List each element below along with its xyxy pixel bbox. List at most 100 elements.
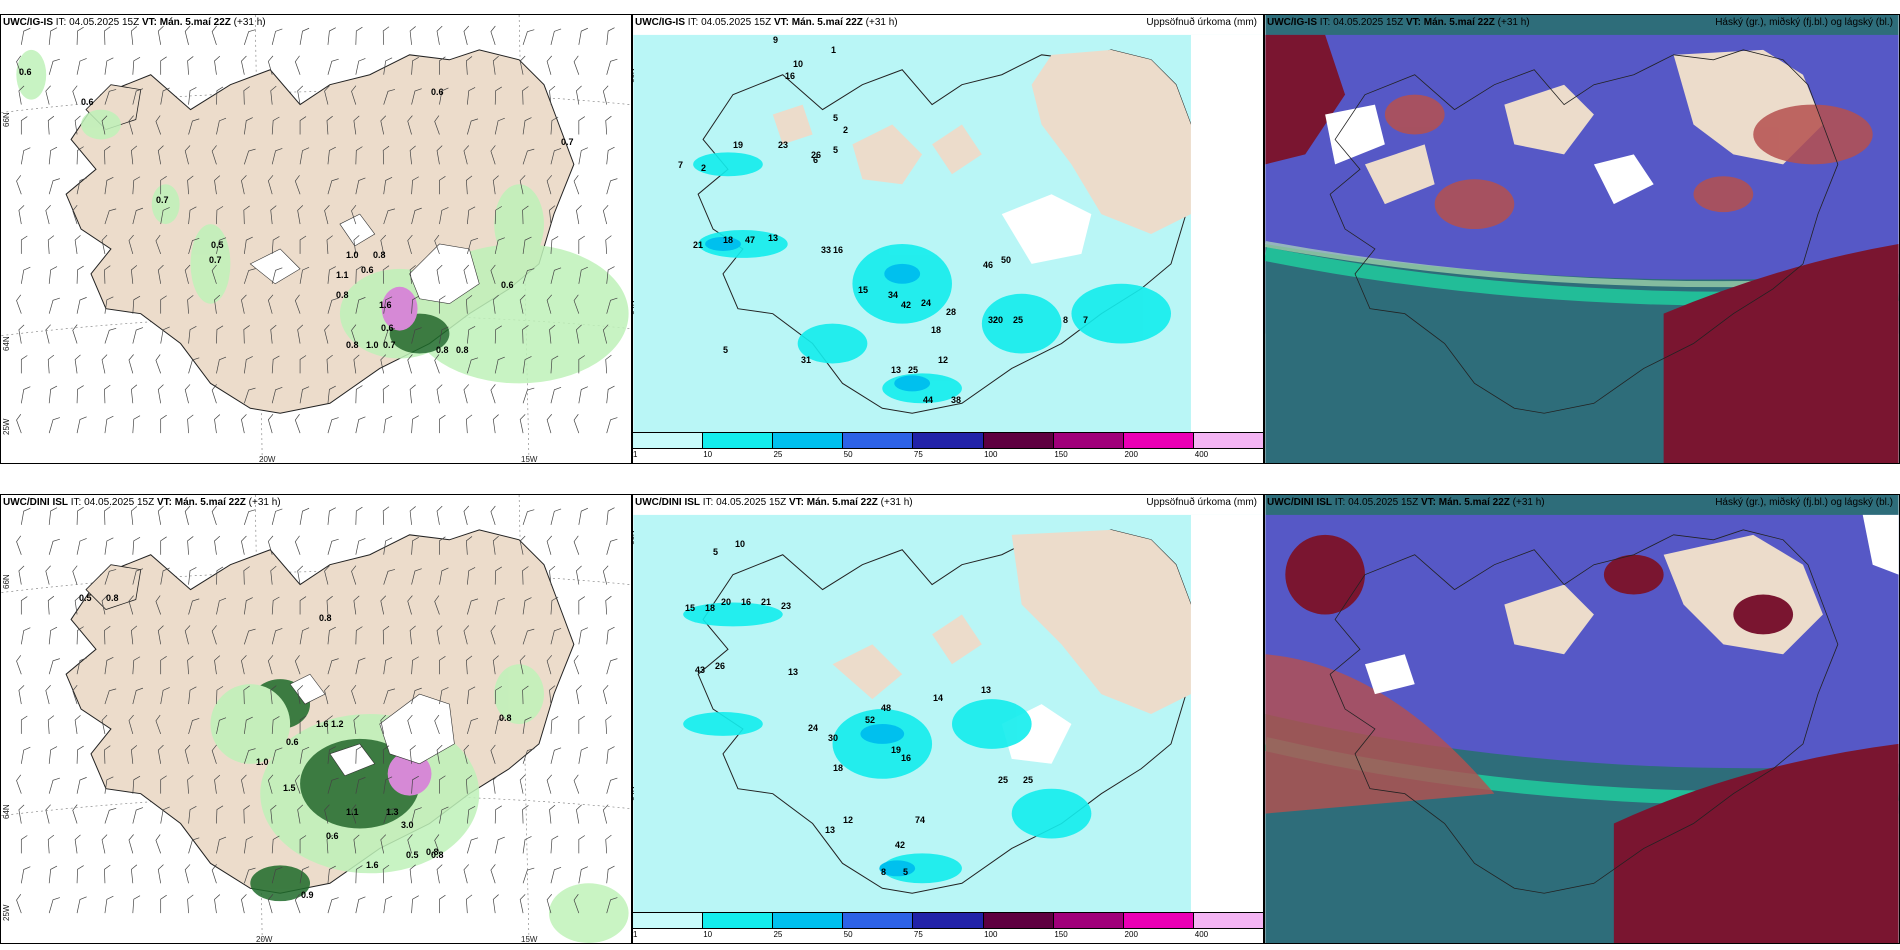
wind-barb [130, 265, 138, 284]
wind-barb [104, 145, 111, 165]
wind-barb [578, 27, 588, 45]
value-label: 21 [761, 597, 772, 607]
wind-barb [439, 536, 446, 555]
wind-barb [216, 325, 224, 344]
wind-barb [299, 715, 307, 734]
lon-label-25w: 25W [2, 904, 11, 921]
value-label: 16 [901, 753, 912, 763]
wind-barb [327, 266, 336, 284]
wind-barb [271, 835, 280, 854]
wind-barb [271, 866, 283, 884]
wind-barb [578, 627, 588, 645]
wind-barb [411, 327, 422, 344]
wind-barb [439, 87, 449, 105]
value-label: 13 [788, 667, 799, 677]
wind-barb [606, 777, 618, 794]
cloud-map-top[interactable]: UWC/IG-IS IT: 04.05.2025 15Z VT: Mán. 5.… [1264, 14, 1900, 464]
wind-barb [20, 866, 31, 884]
value-label: 7 [678, 160, 684, 170]
valid-time: VT: Mán. 5.maí 22Z [773, 17, 863, 28]
value-label: 13 [768, 233, 779, 243]
value-label: 9 [773, 35, 779, 45]
colorbar-tick-label: 10 [703, 930, 713, 939]
wind-barb [76, 657, 87, 675]
wind-barb [606, 417, 618, 434]
wind-barb [494, 686, 502, 705]
init-time: IT: 04.05.2025 15Z [687, 17, 772, 28]
wind-barb [494, 597, 505, 615]
wind-barb [576, 565, 582, 585]
wind-barb [324, 804, 330, 824]
wind-barb [187, 536, 194, 555]
wind-barb [602, 204, 609, 225]
wind-barb [573, 294, 580, 314]
wind-barb [241, 294, 247, 314]
wind-barb [439, 775, 446, 794]
wind-barb [241, 414, 247, 434]
colorbar-tick-label: 25 [773, 450, 783, 459]
wind-barb [294, 414, 301, 434]
wind-barb [216, 717, 227, 735]
wind-barb [297, 565, 304, 585]
wind-barb [128, 595, 134, 615]
wind-barb [271, 148, 283, 165]
wind-barb [326, 354, 333, 374]
wind-barb [324, 324, 330, 344]
wind-barb [74, 834, 81, 854]
wind-barb [155, 234, 162, 255]
wind-barb [434, 115, 440, 135]
wind-map-top[interactable]: UWC/IG-IS IT: 04.05.2025 15Z VT: Mán. 5.… [0, 14, 632, 464]
wind-barb [243, 325, 250, 344]
wind-barb [104, 384, 111, 404]
colorbar-cell [703, 433, 774, 448]
wind-barb [519, 414, 526, 434]
wind-barb [466, 598, 479, 615]
wind-barb [522, 748, 535, 764]
wind-barb [76, 58, 87, 75]
init-time: IT: 04.05.2025 15Z [1334, 497, 1419, 508]
wind-barb [294, 55, 301, 75]
wind-barb [605, 834, 612, 854]
cloud-map-bottom[interactable]: UWC/DINI ISL IT: 04.05.2025 15Z VT: Mán.… [1264, 494, 1900, 944]
wind-barb [490, 384, 496, 404]
wind-barb [299, 386, 310, 404]
wind-barb [184, 145, 191, 165]
wind-barb [18, 565, 25, 585]
colorbar-tick-label: 50 [843, 450, 853, 459]
wind-barb [76, 896, 87, 914]
wind-barb [187, 295, 194, 314]
value-label: 8 [881, 867, 887, 877]
wind-barb [48, 178, 60, 195]
value-label: 38 [951, 395, 962, 405]
wind-barb [490, 145, 496, 165]
wind-barb [549, 804, 556, 824]
wind-barb [605, 354, 612, 374]
wind-barb [466, 238, 479, 255]
wind-barb [466, 357, 479, 374]
wind-barb [380, 595, 387, 615]
precip-map-top[interactable]: UWC/IG-IS IT: 04.05.2025 15Z VT: Mán. 5.… [632, 14, 1264, 464]
wind-barb [550, 116, 559, 135]
precip-map-bottom[interactable]: UWC/DINI ISL IT: 04.05.2025 15Z VT: Mán.… [632, 494, 1264, 944]
wind-barb [16, 655, 22, 675]
value-label: 5 [723, 345, 729, 355]
colorbar-cell [843, 433, 914, 448]
value-label: 24 [921, 298, 932, 308]
wind-barb [48, 385, 58, 404]
wind-barb [20, 147, 31, 165]
wind-barb [130, 864, 138, 884]
wind-barb [353, 115, 360, 135]
wind-barb [436, 744, 443, 764]
wind-barb [492, 774, 499, 794]
wind-map-bottom[interactable]: UWC/DINI ISL IT: 04.05.2025 15Z VT: Mán.… [0, 494, 632, 944]
wind-barb [383, 537, 393, 555]
wind-barb [187, 655, 194, 675]
wind-barb [494, 86, 502, 105]
wind-barb [294, 655, 301, 675]
value-label: 8 [1063, 315, 1069, 325]
wind-barb [522, 268, 535, 284]
wind-barb [48, 27, 58, 45]
wind-barb [490, 264, 496, 284]
value-label: 5 [903, 867, 909, 877]
wind-barb [606, 897, 618, 914]
